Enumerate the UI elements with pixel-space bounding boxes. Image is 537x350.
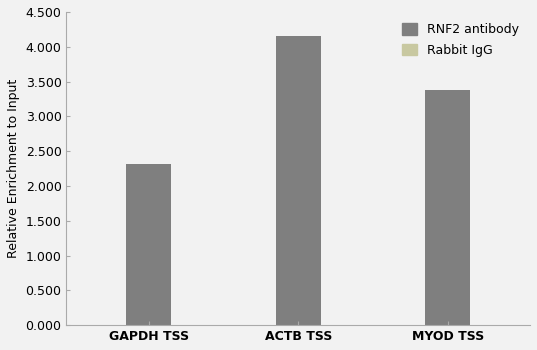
Legend: RNF2 antibody, Rabbit IgG: RNF2 antibody, Rabbit IgG bbox=[397, 18, 524, 62]
Bar bbox=[276, 36, 321, 325]
Y-axis label: Relative Enrichment to Input: Relative Enrichment to Input bbox=[7, 79, 20, 258]
Bar bbox=[126, 164, 171, 325]
Bar bbox=[425, 90, 470, 325]
